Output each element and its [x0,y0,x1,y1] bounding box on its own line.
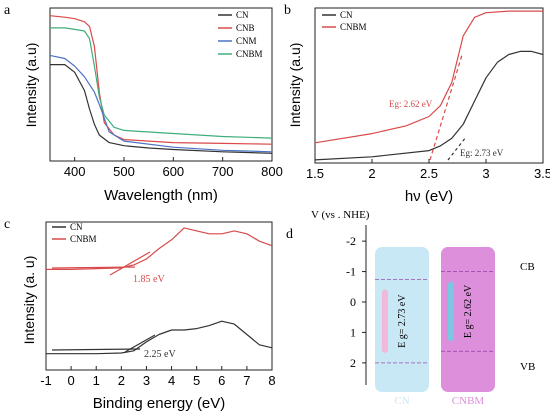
panel-a-series-cnb [49,15,273,145]
panel-c-legend-label: CNBM [70,234,97,244]
panel-d-cb-label: CB [520,261,535,273]
panel-b-legend-label: CNBM [340,22,367,32]
panel-c-annotation-cn: 2.25 eV [144,349,176,360]
panel-b: b 1.5 2 2.5 3 3.5 Eg: 2.62 eV Eg: 2.73 eV hν… [284,3,550,205]
panel-a-legend-label: CNM [236,36,257,46]
panel-a-legend-label: CN [236,10,249,20]
panel-d-ytick-label: 0 [350,295,356,309]
panel-a-series-cnm [49,54,273,153]
panel-a-xtick-label: 800 [261,164,283,179]
panel-b-xlabel: hν (eV) [405,188,453,205]
panel-b-xtick-label: 1.5 [306,166,324,181]
panel-c-xtick-label: 2 [118,373,125,388]
panel-a-ylabel: Intensity (a.u) [23,43,39,128]
panel-c-xtick-label: -1 [40,373,52,388]
panel-d-ylabel: V (vs . NHE) [311,209,370,221]
panel-c-xtick-label: 4 [168,373,175,388]
panel-a-legend-label: CNB [236,23,255,33]
panel-d-bar-eg-label: E g= 2.62 eV [463,284,474,338]
panel-a-xlabel: Wavelength (nm) [104,187,218,204]
panel-c-xtick-label: 5 [193,373,200,388]
panel-c-legend-label: CN [70,222,83,232]
panel-d-ytick-label: 2 [350,356,356,370]
panel-d-label: d [286,227,293,242]
panel-b-xtick-label: 2.5 [420,166,438,181]
panel-c-xtick-label: 3 [143,373,150,388]
panel-c-xtick-label: 8 [268,373,275,388]
panel-c-xlabel: Binding energy (eV) [93,395,226,412]
panel-b-tangent-cnbm [429,54,463,161]
panel-c-xtick-label: 1 [93,373,100,388]
panel-b-xtick-label: 3.5 [534,166,550,181]
panel-a-xtick-label: 400 [64,164,86,179]
panel-a-series-cn [50,63,273,154]
panel-a-xtick-label: 600 [162,164,184,179]
panel-a-legend-label: CNBM [236,49,263,59]
panel-d-bar-cn [375,247,429,392]
panel-c-series-cnbm [46,227,273,270]
panel-c-xtick-label: 7 [243,373,250,388]
panel-d-inner-bar [448,281,454,342]
panel-c-series-cn [46,320,273,355]
panel-a-xtick-label: 700 [212,164,234,179]
panel-a-plot-frame [49,7,273,162]
panel-d-bar-name: CN [394,395,409,407]
panel-b-ylabel: Intensity (a.u) [287,43,303,128]
panel-d-inner-bar [382,289,388,353]
panel-b-annotation-cnbm: Eg: 2.62 eV [389,99,433,109]
panel-c-baseline-cn [51,348,141,351]
panel-d-vb-label: VB [520,361,535,373]
panel-c-tangent-cn [124,334,156,353]
panel-b-series-cnbm [314,10,543,144]
panel-b-annotation-cn: Eg: 2.73 eV [460,148,504,158]
panel-d: d V (vs . NHE) -2 -1 0 1 2 E g= 2.73 eV CN E g… [286,209,535,407]
panel-b-legend-label: CN [340,10,353,20]
panel-a: a 400 500 600 700 800 Wavelength (nm) Intens… [4,3,283,204]
panel-c-annotation-cnbm: 1.85 eV [133,274,165,285]
panel-c: c -1 0 1 2 3 4 5 6 7 8 1.85 eV 2.25 eV Binding en… [4,217,276,412]
panel-a-label: a [4,3,11,18]
panel-c-plot-frame [45,221,273,371]
panel-c-xtick-label: 0 [67,373,74,388]
panel-d-bar-cnbm [441,247,495,392]
panel-d-ytick-label: -1 [346,265,356,279]
panel-c-baseline-cnbm [51,266,136,269]
panel-c-label: c [4,217,10,232]
panel-d-bar-eg-label: E g= 2.73 eV [397,294,408,348]
panel-b-xtick-label: 2 [368,166,375,181]
panel-d-bar-name: CNBM [452,395,485,407]
panel-c-ylabel: Intensity (a. u) [21,256,37,345]
panel-d-ytick-label: -2 [346,234,356,248]
panel-d-ytick-label: 1 [350,325,356,339]
panel-c-tangent-cnbm [109,251,151,276]
panel-a-xtick-label: 500 [113,164,135,179]
panel-b-xtick-label: 3 [482,166,489,181]
panel-c-xtick-label: 6 [218,373,225,388]
panel-b-series-cn [314,50,544,161]
panel-b-label: b [284,3,291,18]
panel-a-series-cnbm [50,27,273,139]
panel-b-tangent-cn [447,136,467,161]
